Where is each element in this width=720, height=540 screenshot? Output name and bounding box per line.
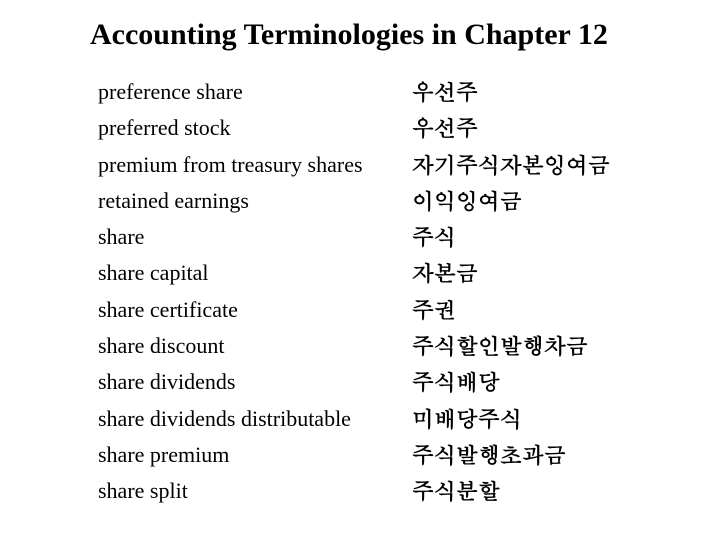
terminology-table: preference share 우선주 preferred stock 우선주… [80,74,680,510]
term-en: share premium [98,437,408,473]
term-en: share dividends distributable [98,401,408,437]
term-ko: 주식할인발행차금 [412,328,680,364]
term-en: share [98,219,408,255]
term-ko: 우선주 [412,110,680,146]
term-en: share dividends [98,364,408,400]
term-ko: 주권 [412,292,680,328]
term-ko: 자본금 [412,255,680,291]
term-en: share certificate [98,292,408,328]
term-en: premium from treasury shares [98,147,408,183]
term-en: share split [98,473,408,509]
term-ko: 주식분할 [412,473,680,509]
term-ko: 주식발행초과금 [412,437,680,473]
slide-container: Accounting Terminologies in Chapter 12 p… [0,0,720,510]
term-ko: 우선주 [412,74,680,110]
term-ko: 미배당주식 [412,401,680,437]
term-en: share discount [98,328,408,364]
term-ko: 이익잉여금 [412,183,680,219]
term-en: retained earnings [98,183,408,219]
slide-title: Accounting Terminologies in Chapter 12 [80,18,680,52]
term-ko: 자기주식자본잉여금 [412,147,680,183]
term-en: share capital [98,255,408,291]
term-en: preferred stock [98,110,408,146]
term-ko: 주식배당 [412,364,680,400]
term-en: preference share [98,74,408,110]
term-ko: 주식 [412,219,680,255]
